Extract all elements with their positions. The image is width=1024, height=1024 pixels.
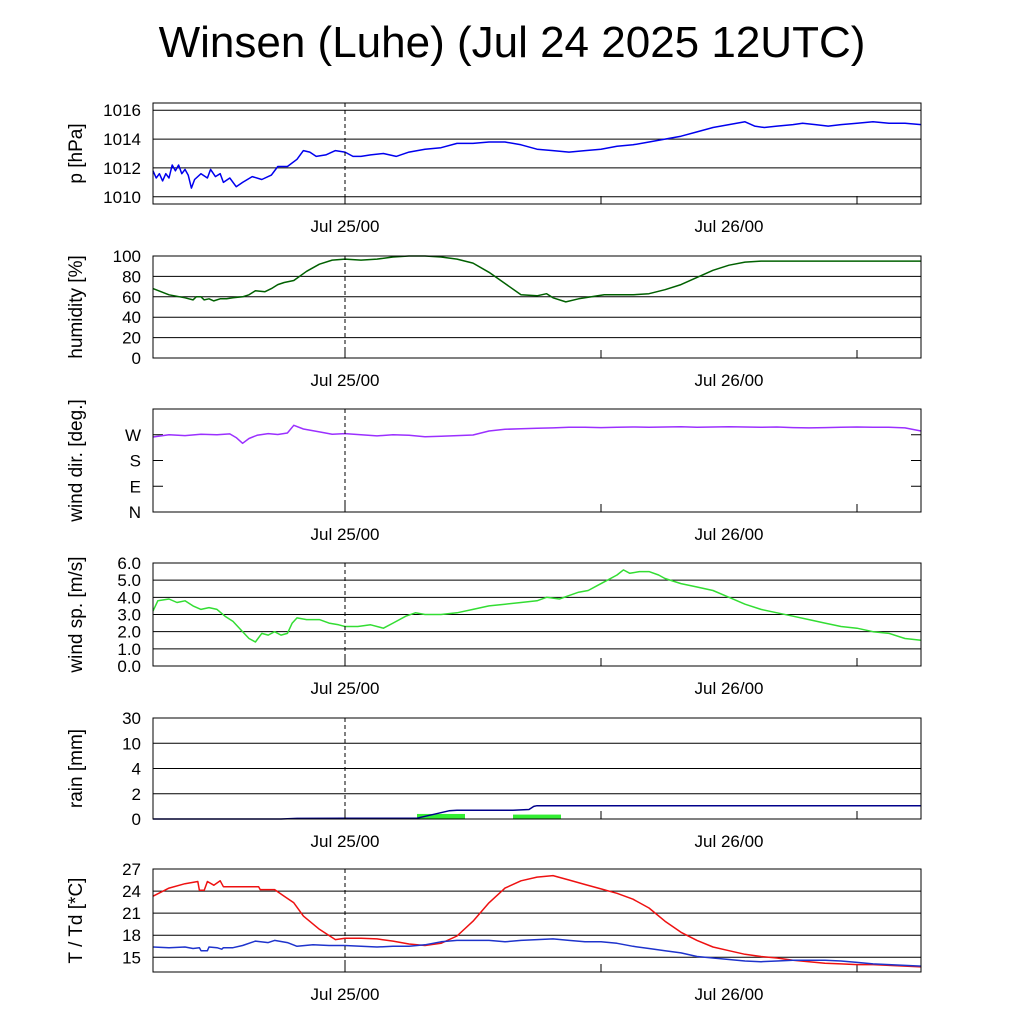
y-tick-label: 1010 <box>103 188 141 207</box>
x-tick-label: Jul 26/00 <box>695 525 764 544</box>
y-axis-label: rain [mm] <box>66 729 87 808</box>
x-tick-label: Jul 25/00 <box>311 832 380 851</box>
x-tick-label: Jul 26/00 <box>695 832 764 851</box>
rain-bar <box>417 813 465 819</box>
y-tick-label: 6.0 <box>117 554 141 573</box>
y-tick-label: 2.0 <box>117 623 141 642</box>
y-axis-label: T / Td [*C] <box>66 878 87 964</box>
y-tick-label: 1.0 <box>117 640 141 659</box>
y-tick-label: 5.0 <box>117 571 141 590</box>
x-tick-label: Jul 26/00 <box>695 217 764 236</box>
y-tick-label: 20 <box>122 329 141 348</box>
x-tick-label: Jul 25/00 <box>311 985 380 1004</box>
x-tick-label: Jul 26/00 <box>695 679 764 698</box>
y-tick-label: 0 <box>132 349 141 368</box>
plot-frame <box>152 255 922 359</box>
y-tick-label: 1014 <box>103 130 141 149</box>
x-tick-label: Jul 25/00 <box>311 371 380 390</box>
series-line-0 <box>152 121 922 189</box>
y-tick-label: E <box>130 477 141 496</box>
y-tick-label: 0.0 <box>117 657 141 676</box>
panel-3: 0.01.02.03.04.05.06.0 Jul 25/00 Jul 26/00 w… <box>66 554 922 698</box>
y-tick-label: 10 <box>122 734 141 753</box>
x-tick-label: Jul 25/00 <box>311 679 380 698</box>
series-line-0 <box>152 255 921 303</box>
y-axis-label: p [hPa] <box>66 123 87 183</box>
y-tick-label: 100 <box>113 247 141 266</box>
y-tick-label: 18 <box>122 926 141 945</box>
y-tick-label: 15 <box>122 948 141 967</box>
panel-0: 1010 1012 1014 1016 Jul 25/00 Jul 26/00 p [hPa… <box>66 101 922 236</box>
plot-frame <box>152 717 922 820</box>
y-tick-label: 1012 <box>103 159 141 178</box>
plot-frame <box>152 102 922 205</box>
y-tick-label: 80 <box>122 267 141 286</box>
y-tick-label: 3.0 <box>117 606 141 625</box>
series-line-0 <box>152 874 922 968</box>
y-tick-label: 24 <box>122 882 141 901</box>
y-tick-label: 2 <box>132 785 141 804</box>
y-tick-label: 0 <box>132 810 141 829</box>
series-line-1 <box>152 938 922 967</box>
plot-frame <box>152 562 922 667</box>
series-line-0 <box>152 424 922 445</box>
y-axis-label: wind sp. [m/s] <box>66 556 87 673</box>
y-tick-label: 1016 <box>103 101 141 120</box>
y-tick-label: 40 <box>122 308 141 327</box>
series-line-0 <box>152 569 922 643</box>
y-tick-label: W <box>125 426 141 445</box>
x-tick-label: Jul 26/00 <box>695 371 764 390</box>
y-tick-label: N <box>129 503 141 522</box>
y-tick-label: S <box>130 452 141 471</box>
y-tick-label: 60 <box>122 288 141 307</box>
y-axis-label: humidity [%] <box>66 255 87 358</box>
x-tick-label: Jul 25/00 <box>311 525 380 544</box>
y-tick-label: 30 <box>122 709 141 728</box>
plot-frame <box>152 408 922 513</box>
chart-title: Winsen (Luhe) (Jul 24 2025 12UTC) <box>158 18 866 67</box>
panel-4: 0 2 4 10 30 Jul 25/00 Jul 26/00 rain [mm] <box>66 709 922 851</box>
y-axis-label: wind dir. [deg.] <box>66 399 87 523</box>
rain-bar <box>513 814 561 819</box>
x-tick-label: Jul 25/00 <box>311 217 380 236</box>
y-tick-label: 4.0 <box>117 588 141 607</box>
x-tick-label: Jul 26/00 <box>695 985 764 1004</box>
panel-5: 15 18 21 24 27 Jul 25/00 Jul 26/00 T / Td [*C] <box>66 860 922 1004</box>
y-tick-label: 27 <box>122 860 141 879</box>
plot-frame <box>152 868 922 973</box>
y-tick-label: 4 <box>132 760 141 779</box>
y-tick-label: 21 <box>122 904 141 923</box>
